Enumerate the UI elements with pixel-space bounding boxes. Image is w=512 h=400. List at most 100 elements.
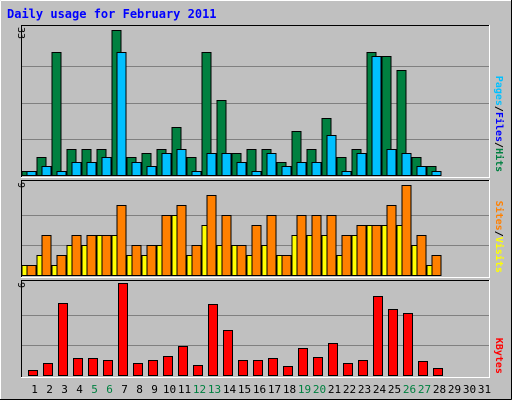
x-tick-label: 8: [136, 383, 143, 396]
bar-files: [251, 171, 262, 176]
bar-kbytes: [28, 370, 38, 376]
bar-sites: [221, 215, 232, 276]
x-tick-label: 5: [91, 383, 98, 396]
legend-item: Pages: [493, 76, 504, 106]
bar-sites: [176, 205, 187, 276]
bar-sites: [311, 215, 322, 276]
legend-item: /: [493, 106, 504, 112]
bar-kbytes: [88, 358, 98, 376]
x-tick-label: 28: [433, 383, 446, 396]
bar-files: [191, 171, 202, 176]
bar-sites: [116, 205, 127, 276]
bar-kbytes: [58, 303, 68, 376]
legend-item: Visits: [493, 237, 505, 273]
bar-kbytes: [148, 360, 158, 376]
bar-files: [161, 153, 172, 176]
x-tick-label: 17: [268, 383, 281, 396]
x-tick-label: 9: [151, 383, 158, 396]
x-tick-label: 4: [76, 383, 83, 396]
legend-item: Hits: [493, 148, 505, 172]
bar-files: [401, 153, 412, 176]
bar-files: [266, 153, 277, 176]
bar-kbytes: [343, 363, 353, 376]
x-tick-label: 15: [238, 383, 251, 396]
bar-files: [101, 157, 112, 176]
bar-sites: [26, 265, 37, 276]
y-max-label: 9: [15, 282, 26, 288]
bar-kbytes: [178, 346, 188, 376]
bar-files: [341, 171, 352, 176]
x-tick-label: 13: [208, 383, 221, 396]
bar-files: [386, 149, 397, 176]
x-tick-label: 24: [373, 383, 387, 396]
x-tick-label: 18: [283, 383, 296, 396]
legend: Pages/Files/Hits: [493, 76, 505, 172]
bar-kbytes: [163, 356, 173, 376]
x-tick-label: 19: [298, 383, 311, 396]
bar-kbytes: [433, 368, 443, 376]
bar-files: [311, 162, 322, 176]
x-tick-label: 6: [106, 383, 113, 396]
bar-kbytes: [208, 304, 218, 376]
bar-sites: [371, 225, 382, 276]
bar-files: [356, 153, 367, 176]
bar-kbytes: [223, 330, 233, 376]
x-tick-label: 21: [328, 383, 341, 396]
bar-sites: [191, 245, 202, 276]
bar-files: [296, 162, 307, 176]
bar-files: [221, 153, 232, 176]
bar-kbytes: [238, 360, 248, 376]
x-tick-label: 27: [418, 383, 431, 396]
x-tick-label: 26: [403, 383, 416, 396]
x-tick-label: 10: [163, 383, 176, 396]
x-tick-label: 30: [463, 383, 476, 396]
bar-kbytes: [253, 360, 263, 376]
x-tick-label: 31: [478, 383, 491, 396]
bar-files: [281, 166, 292, 176]
bar-sites: [356, 225, 367, 276]
bar-files: [146, 166, 157, 176]
bar-kbytes: [328, 343, 338, 376]
legend-item: /: [493, 142, 504, 148]
bar-kbytes: [133, 363, 143, 376]
bar-sites: [146, 245, 157, 276]
legend-item: Sites: [493, 201, 505, 231]
bar-files: [326, 135, 337, 176]
bar-files: [431, 171, 442, 176]
x-tick-label: 25: [388, 383, 401, 396]
bar-files: [131, 162, 142, 176]
x-tick-label: 11: [178, 383, 191, 396]
bar-files: [116, 52, 127, 176]
bar-files: [26, 171, 37, 176]
bar-files: [416, 166, 427, 176]
bar-sites: [431, 255, 442, 276]
x-tick-label: 29: [448, 383, 461, 396]
bar-sites: [86, 235, 97, 276]
bar-kbytes: [373, 296, 383, 376]
bar-files: [41, 166, 52, 176]
bar-sites: [386, 205, 397, 276]
bar-kbytes: [418, 361, 428, 376]
x-tick-label: 14: [223, 383, 237, 396]
bar-sites: [161, 215, 172, 276]
bar-sites: [206, 195, 217, 276]
bar-sites: [416, 235, 427, 276]
bar-sites: [101, 235, 112, 276]
chart-title: Daily usage for February 2011: [7, 7, 217, 21]
legend-item: Files: [493, 112, 505, 142]
bar-kbytes: [313, 357, 323, 376]
bar-kbytes: [283, 366, 293, 376]
x-axis: 1 2 3 4 5 6 7 8 9 10 11 12 13 14 15 16 17 18 19 20 21 22 23 24 2…: [31, 383, 491, 396]
panel-sites-visits: 9 Sites/Visits: [15, 180, 505, 278]
bar-kbytes: [403, 313, 413, 376]
bar-kbytes: [388, 309, 398, 376]
bar-kbytes: [103, 360, 113, 376]
x-tick-label: 1: [31, 383, 38, 396]
legend-item: /: [493, 231, 504, 237]
bar-sites: [341, 235, 352, 276]
bar-files: [176, 149, 187, 176]
x-tick-label: 2: [46, 383, 53, 396]
